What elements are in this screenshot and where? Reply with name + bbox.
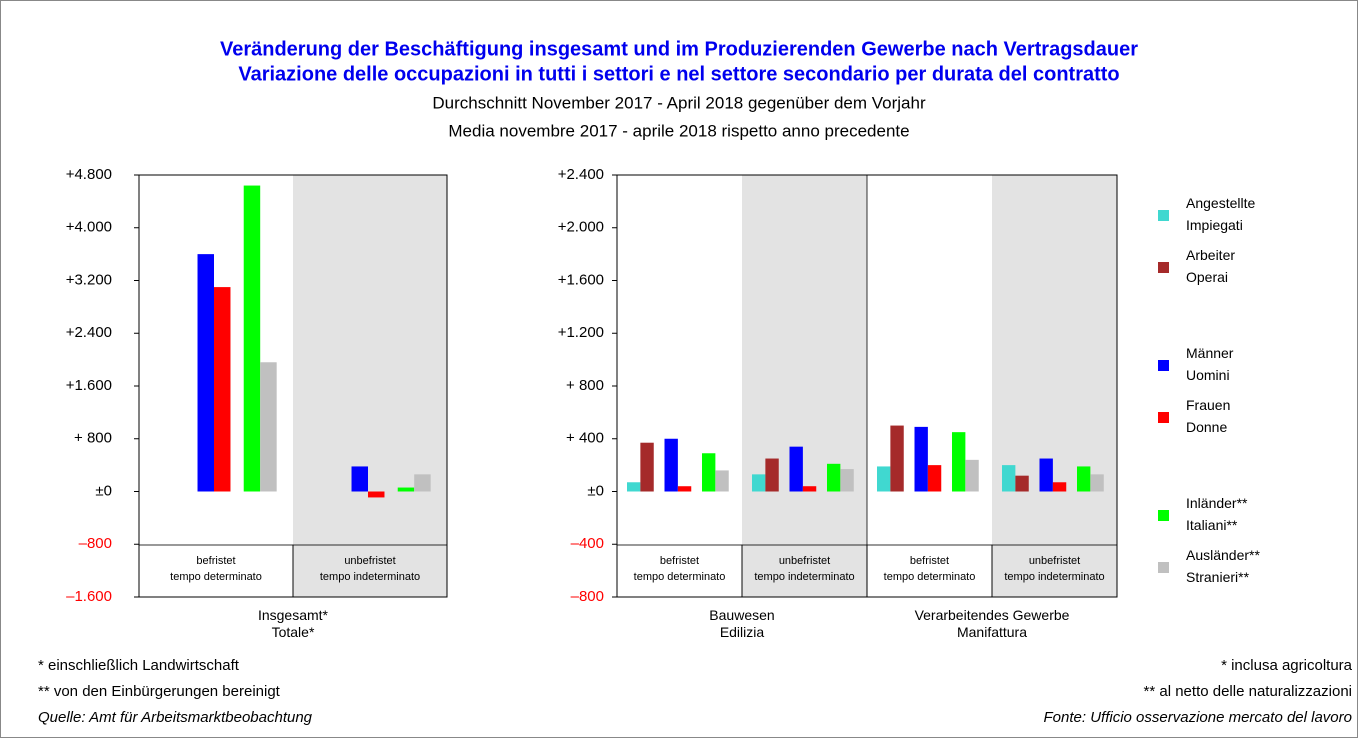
y-tick-label: +2.000: [558, 219, 604, 236]
bar: [927, 465, 942, 492]
bar: [914, 426, 928, 492]
group-label: Bauwesen Edilizia: [709, 607, 774, 640]
bar: [765, 458, 779, 492]
plot-frame: [138, 174, 448, 598]
bar: [1015, 475, 1029, 492]
category-band: [293, 175, 447, 597]
bar: [752, 474, 766, 492]
bar: [367, 491, 385, 498]
bar: [965, 459, 979, 492]
footnote: ** von den Einbürgerungen bereinigt: [38, 683, 281, 700]
legend-swatch: [1158, 262, 1169, 273]
legend-label: Frauen Donne: [1186, 397, 1230, 435]
bar: [243, 185, 261, 492]
category-band: [992, 175, 1117, 597]
x-tick-label: unbefristet tempo indeterminato: [320, 555, 420, 583]
x-tick-label: befristet tempo determinato: [884, 555, 976, 583]
y-tick-label: +2.400: [66, 324, 112, 341]
bar: [877, 466, 891, 492]
y-tick-label: + 800: [566, 377, 604, 394]
x-tick-label: befristet tempo determinato: [170, 555, 262, 583]
bar: [840, 469, 854, 492]
bar: [397, 487, 415, 492]
y-tick-label: ±0: [95, 482, 112, 499]
bar: [890, 425, 904, 492]
group-label: Insgesamt* Totale*: [258, 607, 329, 640]
bar: [827, 463, 841, 492]
bar: [351, 466, 368, 492]
x-tick-label: unbefristet tempo indeterminato: [1004, 555, 1104, 583]
x-tick-label: unbefristet tempo indeterminato: [754, 555, 854, 583]
y-tick-label: –800: [79, 535, 112, 552]
y-tick-label: ±0: [587, 482, 604, 499]
y-tick-label: +3.200: [66, 271, 112, 288]
y-tick-label: –1.600: [66, 588, 112, 605]
legend-label: Angestellte Impiegati: [1186, 195, 1255, 233]
source: Quelle: Amt für Arbeitsmarktbeobachtung: [38, 709, 313, 726]
footnote: * einschließlich Landwirtschaft: [38, 657, 240, 674]
bar: [802, 486, 817, 492]
legend-swatch: [1158, 510, 1169, 521]
legend-label: Männer Uomini: [1186, 345, 1234, 383]
bar: [640, 442, 654, 492]
bar: [1002, 465, 1016, 492]
bar: [260, 362, 277, 492]
subtitle: Durchschnitt November 2017 - April 2018 …: [432, 93, 926, 112]
y-tick-label: +1.600: [66, 377, 112, 394]
bar: [414, 474, 431, 492]
y-tick-label: + 800: [74, 430, 112, 447]
y-tick-label: –800: [571, 588, 604, 605]
bar: [1039, 458, 1053, 492]
y-tick-label: +2.400: [558, 166, 604, 183]
bar: [213, 287, 231, 492]
bar: [702, 453, 716, 492]
source: Fonte: Ufficio osservazione mercato del …: [1044, 709, 1352, 726]
footnote: ** al netto delle naturalizzazioni: [1144, 683, 1352, 700]
bar: [677, 486, 692, 492]
y-tick-label: +1.200: [558, 324, 604, 341]
y-tick-label: +1.600: [558, 271, 604, 288]
plot-frame: [616, 174, 1118, 598]
legend-label: Ausländer** Stranieri**: [1186, 547, 1260, 585]
group-label: Verarbeitendes Gewerbe Manifattura: [915, 607, 1070, 640]
y-tick-label: +4.000: [66, 219, 112, 236]
bar: [627, 482, 641, 492]
legend-label: Inländer** Italiani**: [1186, 495, 1248, 533]
bar: [1090, 474, 1104, 492]
bar: [789, 446, 803, 492]
legend-label: Arbeiter Operai: [1186, 247, 1235, 285]
legend-swatch: [1158, 210, 1169, 221]
subtitle: Media novembre 2017 - aprile 2018 rispet…: [448, 121, 909, 140]
footnote: * inclusa agricoltura: [1221, 657, 1353, 674]
y-tick-label: +4.800: [66, 166, 112, 183]
legend-swatch: [1158, 360, 1169, 371]
category-band: [742, 175, 867, 597]
title: Variazione delle occupazioni in tutti i …: [238, 63, 1119, 85]
legend-swatch: [1158, 412, 1169, 423]
y-tick-label: + 400: [566, 430, 604, 447]
title: Veränderung der Beschäftigung insgesamt …: [220, 38, 1138, 60]
bar: [1052, 482, 1067, 492]
legend-swatch: [1158, 562, 1169, 573]
bar: [1077, 466, 1091, 492]
x-tick-label: befristet tempo determinato: [634, 555, 726, 583]
bar: [197, 254, 214, 492]
y-tick-label: –400: [571, 535, 604, 552]
bar: [952, 432, 966, 492]
bar: [664, 438, 678, 492]
bar: [715, 470, 729, 492]
